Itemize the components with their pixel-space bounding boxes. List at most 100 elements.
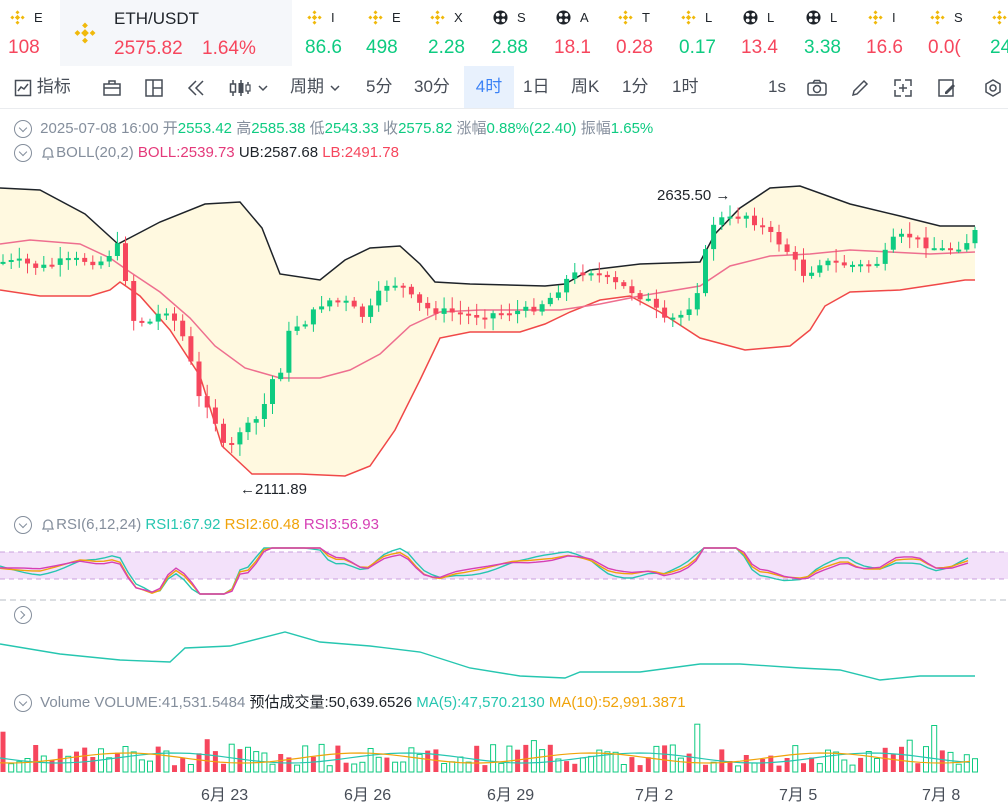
interval-5m[interactable]: 5分	[366, 77, 393, 96]
candle-body	[41, 264, 47, 268]
volume-bar	[237, 749, 243, 772]
candle-body	[653, 298, 659, 308]
candle-body	[172, 313, 177, 321]
candle-body	[351, 300, 357, 307]
low-price-text: 2111.89	[255, 481, 307, 498]
candlestick-icon	[229, 79, 251, 96]
collapse-chevron-icon[interactable]	[14, 516, 32, 535]
close-label: 收	[383, 120, 399, 137]
period-dropdown[interactable]: 周期	[290, 66, 341, 108]
boll-lower-line	[0, 279, 975, 477]
open-value: 2553.42	[177, 120, 233, 137]
candle-body	[662, 307, 668, 318]
bnb-icon	[868, 10, 883, 25]
interval-1d[interactable]: 1日	[523, 77, 550, 96]
volume-bar	[890, 754, 896, 772]
volume-bar	[253, 751, 260, 773]
ticker-price: 0.0(	[928, 37, 961, 58]
candle-body	[817, 265, 823, 273]
volume-bar	[572, 763, 578, 772]
volume-bar	[874, 758, 880, 773]
draw-button[interactable]	[850, 66, 870, 108]
volume-bar	[343, 762, 349, 772]
ticker-change: 1.64%	[202, 38, 256, 59]
interval-1w[interactable]: 周K	[571, 77, 600, 96]
volume-bar	[457, 756, 464, 773]
indicators-button[interactable]: 指标	[14, 66, 71, 108]
period-label: 周期	[290, 77, 324, 96]
chart-type-button[interactable]	[228, 66, 269, 108]
rsi1-value: RSI1:67.92	[145, 516, 221, 533]
ticker-price: 2.28	[428, 37, 465, 58]
interval-30m[interactable]: 30分	[414, 77, 450, 96]
candle-body	[964, 243, 970, 250]
volume-bar	[474, 745, 480, 772]
volume-bar	[515, 749, 521, 772]
layout-button[interactable]	[102, 66, 122, 108]
candle-body	[270, 379, 275, 404]
bell-icon[interactable]	[40, 145, 56, 161]
bnb-icon	[618, 10, 633, 25]
candle-body	[319, 306, 325, 310]
volume-bar	[612, 751, 619, 773]
add-indicator-button[interactable]	[893, 66, 913, 108]
volume-bar	[743, 755, 749, 772]
interval-4h[interactable]: 4时	[464, 66, 514, 108]
chart-toolbar: 指标 周期 5分 30分 4时 1日 周K 1分 1时 1s	[0, 66, 1008, 109]
volume-bar	[482, 765, 488, 772]
candle-body	[735, 216, 741, 219]
collapse-chevron-icon[interactable]	[14, 120, 32, 139]
collapse-chevron-icon[interactable]	[14, 694, 32, 713]
volume-bar	[677, 757, 684, 773]
collapse-chevron-icon[interactable]	[14, 144, 32, 163]
boll-name: BOLL(20,2)	[56, 144, 134, 161]
candle-body	[613, 277, 619, 283]
x-axis-label: 6月 26	[344, 787, 392, 804]
rewind-button[interactable]	[186, 66, 208, 108]
candle-body	[65, 258, 71, 261]
ohlc-line: 2025-07-08 16:00 开2553.42 高2585.38 低2543…	[14, 117, 653, 139]
volume-bar	[506, 745, 513, 773]
volume-bar	[629, 757, 635, 772]
bell-icon[interactable]	[40, 517, 56, 533]
interval-1m[interactable]: 1分	[622, 77, 649, 96]
settings-button[interactable]	[983, 66, 1003, 108]
candle-body	[694, 293, 700, 310]
split-view-button[interactable]	[144, 66, 164, 108]
candle-body	[417, 294, 423, 303]
candle-body	[743, 215, 749, 219]
candle-body	[204, 396, 210, 408]
ticker-item-active[interactable]: ETH/USDT 2575.82 1.64%	[60, 0, 292, 66]
volume-bar	[564, 761, 570, 772]
ball-icon	[806, 10, 821, 25]
edit-template-button[interactable]	[937, 66, 957, 108]
candle-body	[457, 312, 463, 315]
speed-button[interactable]: 1s	[768, 77, 786, 96]
candle-body	[310, 309, 316, 325]
candle-body	[123, 243, 128, 281]
screenshot-button[interactable]	[806, 66, 828, 108]
expand-chevron-icon[interactable]	[14, 606, 32, 625]
candle-body	[547, 297, 553, 305]
interval-1h[interactable]: 1时	[672, 77, 699, 96]
bnb-icon	[74, 22, 96, 44]
candle-body	[760, 225, 766, 228]
volume-bar	[147, 760, 153, 773]
x-axis-label: 6月 29	[487, 787, 535, 804]
candle-body	[286, 330, 292, 373]
volume-bar	[90, 757, 96, 772]
candle-body	[841, 262, 847, 266]
x-axis-label: 6月 23	[201, 787, 249, 804]
ticker-symbol: ETH/USDT	[114, 9, 199, 28]
ticker-price: 3.38	[804, 37, 841, 58]
candle-body	[580, 272, 586, 276]
gear-icon	[985, 78, 1001, 97]
change-label: 涨幅	[456, 120, 487, 137]
candle-body	[139, 320, 145, 323]
ticker-symbol: I	[892, 10, 896, 25]
volume-bar	[588, 755, 595, 773]
candle-body	[915, 237, 921, 240]
high-label: 高	[236, 120, 252, 137]
candle-body	[939, 248, 945, 251]
